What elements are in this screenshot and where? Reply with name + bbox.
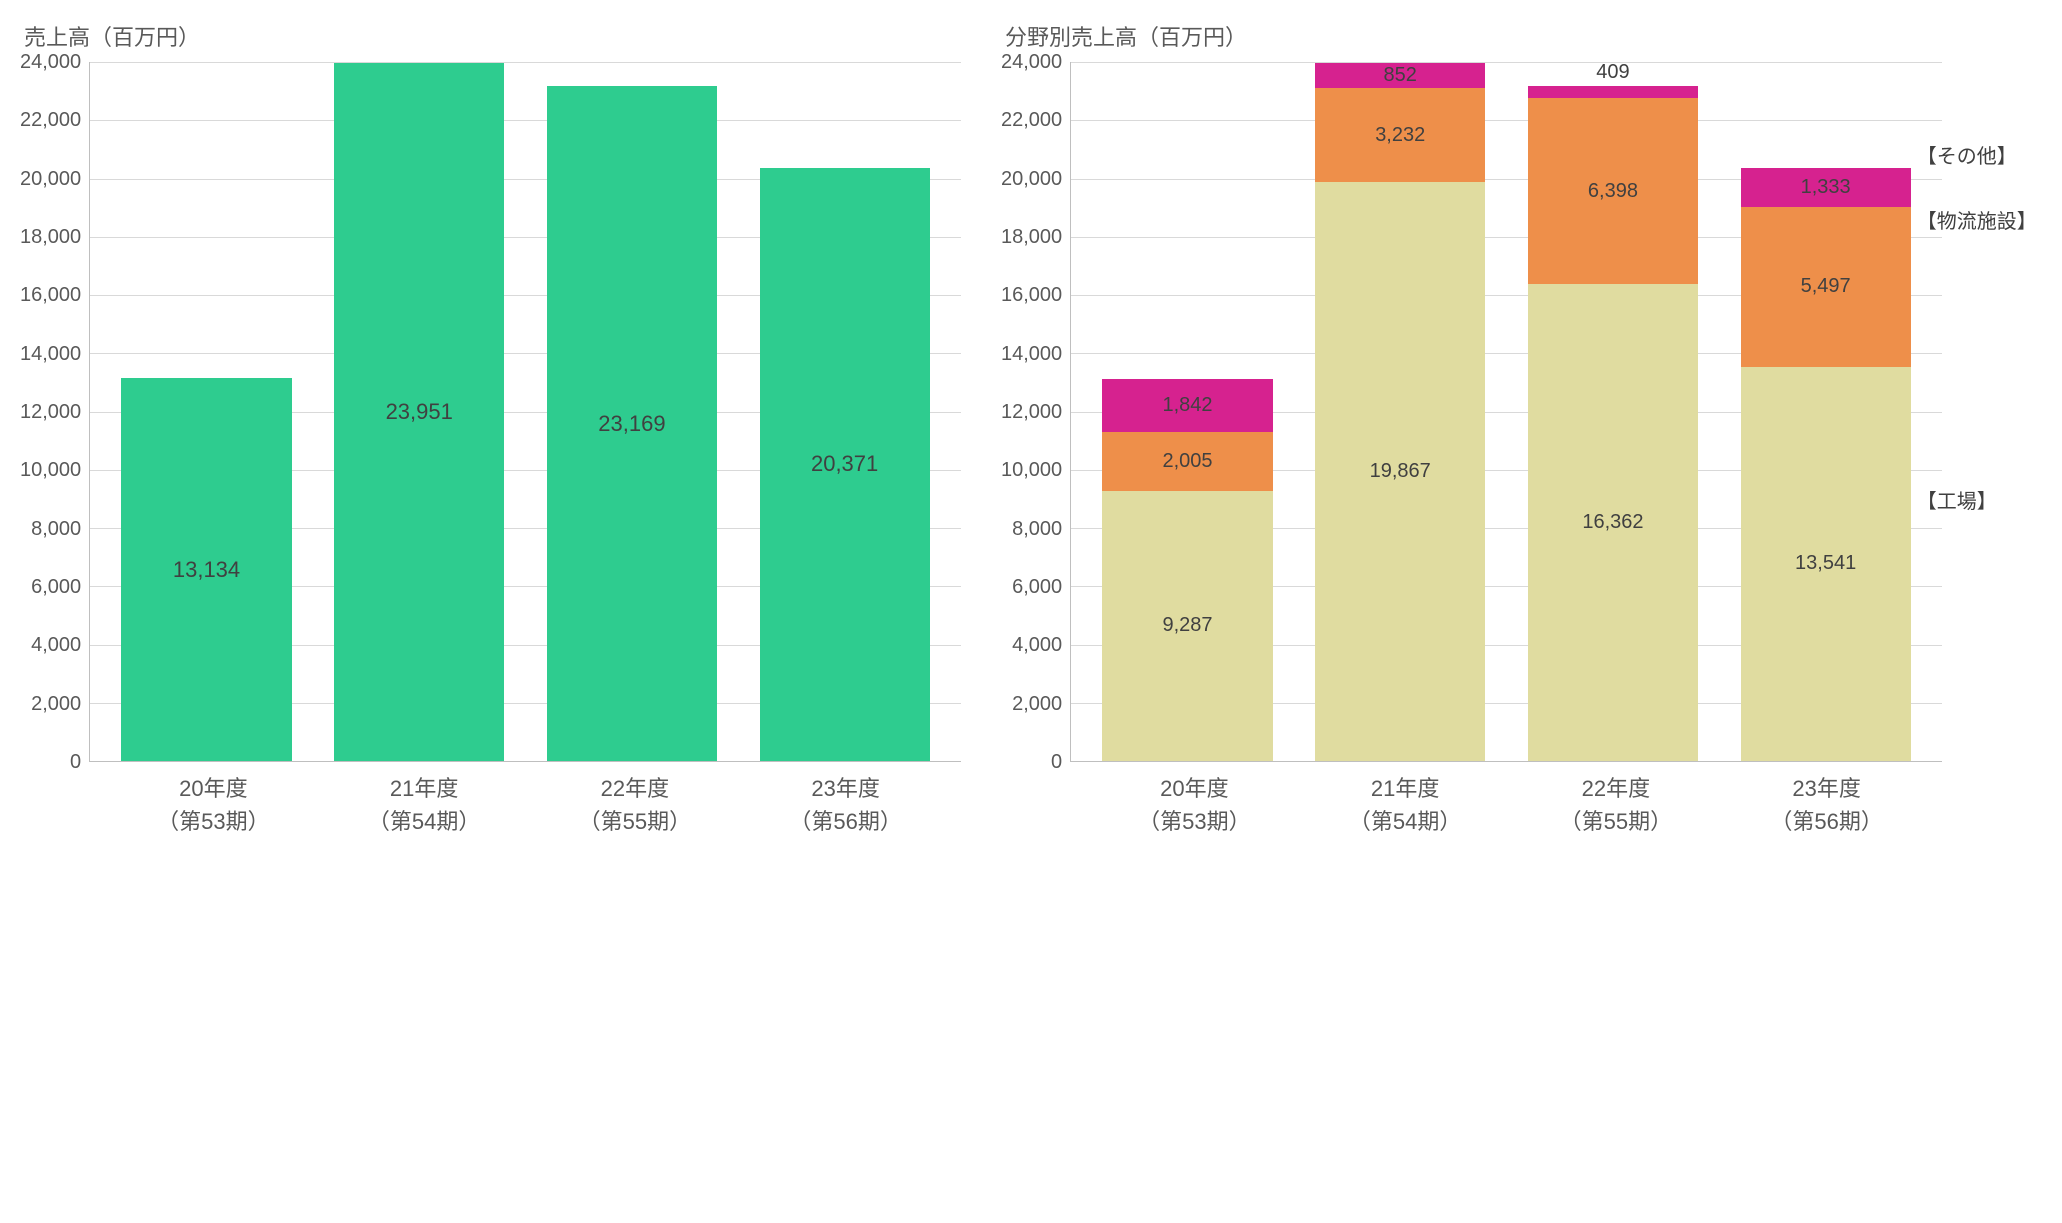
- bar-column: 23,951: [334, 62, 504, 761]
- x-label: 23年度（第56期）: [1742, 772, 1911, 838]
- bar: 23,169: [547, 86, 717, 761]
- left-chart-panel: 売上高（百万円） 24,00022,00020,00018,00016,0001…: [20, 20, 961, 838]
- segment-other: 409: [1528, 86, 1698, 98]
- segment-side-label: 【物流施設】: [1917, 205, 2037, 234]
- segment-logistics: 6,398: [1528, 98, 1698, 284]
- bar-column: 20,371: [760, 62, 930, 761]
- segment-other: 1,842: [1102, 379, 1272, 433]
- x-label: 22年度（第55期）: [551, 772, 720, 838]
- segment-other: 852: [1315, 63, 1485, 88]
- right-chart-body: 24,00022,00020,00018,00016,00014,00012,0…: [1001, 62, 1942, 762]
- segment-value: 19,867: [1370, 460, 1431, 483]
- bar-stack: 9,287 2,005 1,842: [1102, 62, 1272, 761]
- bar-column: 19,867 3,232 852: [1315, 62, 1485, 761]
- right-chart-title: 分野別売上高（百万円）: [1001, 20, 1942, 52]
- x-label: 21年度（第54期）: [340, 772, 509, 838]
- segment-value: 9,287: [1162, 614, 1212, 637]
- segment-logistics: 2,005: [1102, 432, 1272, 490]
- right-bars: 9,287 2,005 1,842 19,867 3,232 852 16,362 6,398…: [1071, 62, 1942, 761]
- segment-logistics: 5,497【物流施設】: [1741, 207, 1911, 367]
- bar: 13,134: [121, 378, 291, 761]
- bar-column: 16,362 6,398 409: [1528, 62, 1698, 761]
- segment-value: 16,362: [1582, 511, 1643, 534]
- segment-side-label: 【工場】: [1917, 485, 1997, 514]
- segment-value: 3,232: [1375, 124, 1425, 147]
- segment-value: 6,398: [1588, 180, 1638, 203]
- bar-stack: 13,541【工場】5,497【物流施設】1,333【その他】: [1741, 62, 1911, 761]
- left-x-axis: 20年度（第53期） 21年度（第54期） 22年度（第55期） 23年度（第56期）: [98, 772, 961, 838]
- segment-value: 852: [1384, 64, 1417, 87]
- segment-logistics: 3,232: [1315, 88, 1485, 182]
- bar-stack: 19,867 3,232 852: [1315, 62, 1485, 761]
- segment-value: 1,333: [1801, 176, 1851, 199]
- right-y-axis: 24,00022,00020,00018,00016,00014,00012,0…: [1001, 62, 1070, 762]
- left-y-axis: 24,00022,00020,00018,00016,00014,00012,0…: [20, 62, 89, 762]
- left-chart-body: 24,00022,00020,00018,00016,00014,00012,0…: [20, 62, 961, 762]
- x-label: 21年度（第54期）: [1321, 772, 1490, 838]
- bar: 20,371: [760, 168, 930, 761]
- right-x-axis: 20年度（第53期） 21年度（第54期） 22年度（第55期） 23年度（第56期）: [1079, 772, 1942, 838]
- left-chart-title: 売上高（百万円）: [20, 20, 961, 52]
- segment-factory: 13,541【工場】: [1741, 367, 1911, 761]
- segment-value: 1,842: [1162, 394, 1212, 417]
- segment-factory: 19,867: [1315, 182, 1485, 761]
- bar: 23,951: [334, 63, 504, 761]
- x-label: 20年度（第53期）: [1110, 772, 1279, 838]
- bar-stack: 16,362 6,398 409: [1528, 62, 1698, 761]
- segment-other: 1,333【その他】: [1741, 168, 1911, 207]
- bar-column: 13,541【工場】5,497【物流施設】1,333【その他】: [1741, 62, 1911, 761]
- segment-value: 2,005: [1162, 450, 1212, 473]
- right-plot-area: 9,287 2,005 1,842 19,867 3,232 852 16,362 6,398…: [1070, 62, 1942, 762]
- bar-column: 23,169: [547, 62, 717, 761]
- x-label: 23年度（第56期）: [761, 772, 930, 838]
- right-chart-panel: 分野別売上高（百万円） 24,00022,00020,00018,00016,0…: [1001, 20, 2042, 838]
- segment-factory: 9,287: [1102, 491, 1272, 761]
- left-bars: 13,134 23,951 23,169 20,371: [90, 62, 961, 761]
- segment-side-label: 【その他】: [1917, 140, 2017, 169]
- bar-column: 13,134: [121, 62, 291, 761]
- segment-factory: 16,362: [1528, 284, 1698, 761]
- segment-value: 13,541: [1795, 552, 1856, 575]
- segment-value: 5,497: [1801, 275, 1851, 298]
- x-label: 20年度（第53期）: [129, 772, 298, 838]
- segment-value: 409: [1596, 61, 1629, 84]
- bar-column: 9,287 2,005 1,842: [1102, 62, 1272, 761]
- left-plot-area: 13,134 23,951 23,169 20,371: [89, 62, 961, 762]
- x-label: 22年度（第55期）: [1532, 772, 1701, 838]
